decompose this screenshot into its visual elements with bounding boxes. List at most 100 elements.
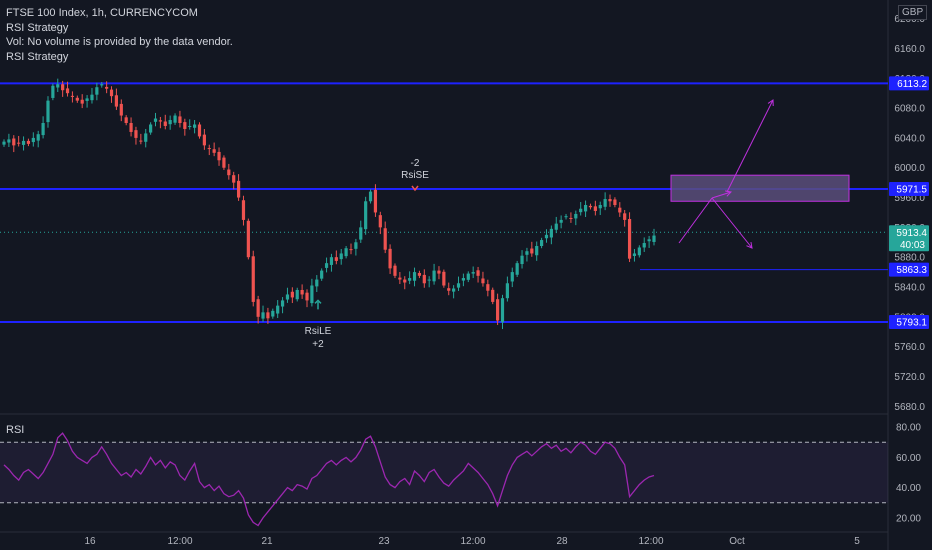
rsi-pane-label[interactable]: RSI [6, 424, 25, 436]
rsi-tick-label: 20.00 [896, 513, 921, 524]
current-price-tag-bg [889, 225, 929, 252]
candle-body [100, 84, 104, 86]
hline-price-tag-bg [889, 181, 929, 196]
short-entry-arrow [411, 185, 419, 192]
rsi-tick-label: 80.00 [896, 423, 921, 434]
candle-body [652, 235, 656, 242]
candle-body [51, 85, 55, 98]
long-entry-label: RsiLE [305, 326, 332, 337]
projection-arrowhead [767, 99, 774, 107]
candle-body [525, 251, 529, 255]
candle-body [300, 289, 304, 295]
candle-body [119, 103, 123, 116]
time-tick-label: 5 [854, 536, 860, 547]
candle-body [95, 87, 99, 95]
candle-body [647, 239, 651, 242]
candle-body [378, 215, 382, 228]
candle-body [613, 199, 617, 205]
candle-body [124, 117, 128, 123]
candle-body [554, 223, 558, 230]
candle-body [305, 292, 309, 301]
candle-body [227, 169, 231, 176]
rsi-band-fill [0, 442, 888, 503]
time-tick-label: 12:00 [638, 536, 663, 547]
candle-body [80, 99, 84, 104]
candle-body [339, 253, 343, 260]
candle-body [569, 217, 573, 219]
candle-body [315, 279, 319, 287]
candle-body [510, 272, 514, 282]
candle-body [134, 130, 138, 138]
candle-body [193, 124, 197, 128]
candle-body [466, 273, 470, 280]
price-tick-label: 5880.0 [894, 253, 925, 264]
long-entry-qty: +2 [312, 339, 324, 350]
candle-body [41, 123, 45, 136]
candle-body [403, 279, 407, 283]
time-tick-label: 12:00 [460, 536, 485, 547]
candle-body [427, 279, 431, 281]
legend-strategy-2[interactable]: RSI Strategy [6, 50, 69, 63]
hline-price-tag: 5863.3 [896, 265, 927, 276]
candle-body [471, 272, 475, 274]
price-tick-label: 6080.0 [894, 104, 925, 115]
rsi-line [3, 432, 655, 527]
candle-body [12, 138, 16, 146]
candle-body [598, 205, 602, 209]
candle-body [432, 270, 436, 282]
candle-body [285, 294, 290, 300]
candle-body [266, 312, 270, 319]
hline-price-tag: 5971.5 [896, 184, 927, 195]
price-tick-label: 6160.0 [894, 44, 925, 55]
candle-body [158, 120, 162, 122]
time-tick-label: 23 [378, 536, 390, 547]
price-tick-label: 6000.0 [894, 163, 925, 174]
candle-body [393, 265, 397, 276]
candle-body [588, 205, 593, 208]
candle-body [144, 133, 148, 142]
candle-body [105, 86, 109, 89]
candle-body [520, 255, 524, 265]
candle-body [232, 175, 236, 183]
candle-body [183, 122, 187, 129]
candle-body [544, 234, 549, 239]
legend-title[interactable]: FTSE 100 Index, 1h, CURRENCYCOM [6, 7, 198, 19]
price-tick-label: 5840.0 [894, 283, 925, 294]
candle-body [349, 249, 353, 251]
candle-body [271, 310, 275, 317]
candle-body [21, 140, 26, 145]
price-tags: 6113.2 5971.5 5863.3 5793.1 5913.440:03 [889, 76, 929, 329]
candle-body [334, 257, 338, 261]
candle-body [559, 219, 563, 223]
projection-line [726, 99, 774, 193]
candle-body [236, 180, 241, 198]
candle-body [505, 283, 509, 299]
currency-badge[interactable]: GBP [898, 5, 928, 20]
candle-body [442, 271, 446, 286]
price-tick-label: 6040.0 [894, 133, 925, 144]
candle-body [359, 227, 363, 240]
candle-body [163, 121, 167, 126]
rsi-pane [0, 432, 888, 527]
candle-body [173, 115, 177, 123]
candle-body [623, 213, 627, 220]
legend-strategy[interactable]: RSI Strategy [6, 21, 69, 34]
candle-body [329, 257, 334, 265]
candle-body [207, 148, 211, 150]
candle-body [139, 140, 143, 142]
price-tick-label: 5760.0 [894, 342, 925, 353]
candle-body [26, 140, 31, 144]
candle-body [368, 191, 373, 202]
candle-body [17, 142, 21, 144]
candle-body [637, 247, 641, 256]
hline-price-tag-bg [889, 262, 929, 277]
candle-body [114, 95, 119, 107]
time-tick-label: 12:00 [167, 536, 192, 547]
candle-body [324, 263, 329, 268]
candle-body [422, 274, 426, 284]
hline-price-tag: 5793.1 [896, 317, 927, 328]
projection-drawing[interactable] [670, 99, 850, 249]
